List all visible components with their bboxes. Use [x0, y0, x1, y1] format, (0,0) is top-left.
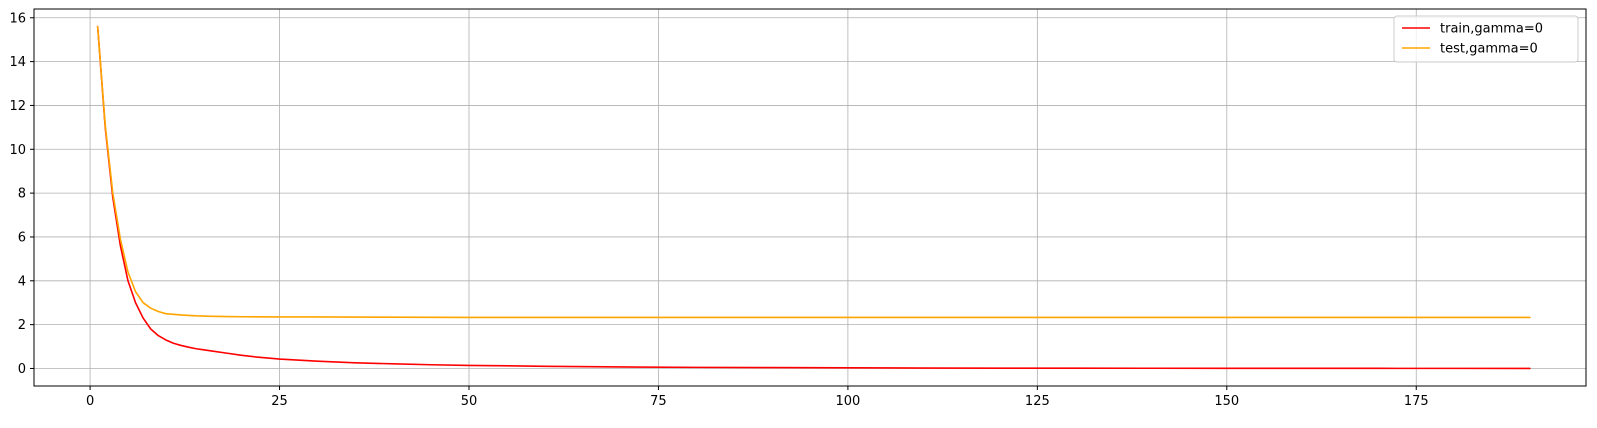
x-tick-label: 100 — [835, 394, 860, 409]
y-tick-label: 6 — [18, 230, 26, 245]
legend-label: test,gamma=0 — [1440, 42, 1538, 57]
legend: train,gamma=0 test,gamma=0 — [1393, 15, 1579, 63]
legend-box — [1393, 15, 1579, 63]
axis-ticks: 0 25 50 75 100 125 150 175 0 2 4 6 8 10 12 14 16 — [9, 11, 1428, 409]
y-tick-label: 8 — [18, 187, 26, 202]
y-tick-label: 4 — [18, 274, 26, 289]
x-tick-label: 175 — [1404, 394, 1429, 409]
y-tick-label: 0 — [18, 362, 26, 377]
x-tick-label: 75 — [650, 394, 667, 409]
y-tick-label: 12 — [9, 99, 26, 114]
y-tick-label: 2 — [18, 318, 26, 333]
series-line-train — [96, 25, 1531, 370]
x-tick-label: 25 — [271, 394, 288, 409]
x-tick-label: 125 — [1025, 394, 1050, 409]
x-tick-label: 150 — [1214, 394, 1239, 409]
plot-area-frame — [33, 8, 1587, 387]
y-tick-label: 10 — [9, 143, 26, 158]
grid — [34, 9, 1586, 386]
y-tick-label: 16 — [9, 11, 26, 26]
series-lines — [96, 25, 1531, 370]
x-tick-label: 0 — [86, 394, 94, 409]
legend-label: train,gamma=0 — [1440, 22, 1543, 37]
x-tick-label: 50 — [461, 394, 478, 409]
series-line-test — [96, 25, 1531, 319]
y-tick-label: 14 — [9, 55, 26, 70]
